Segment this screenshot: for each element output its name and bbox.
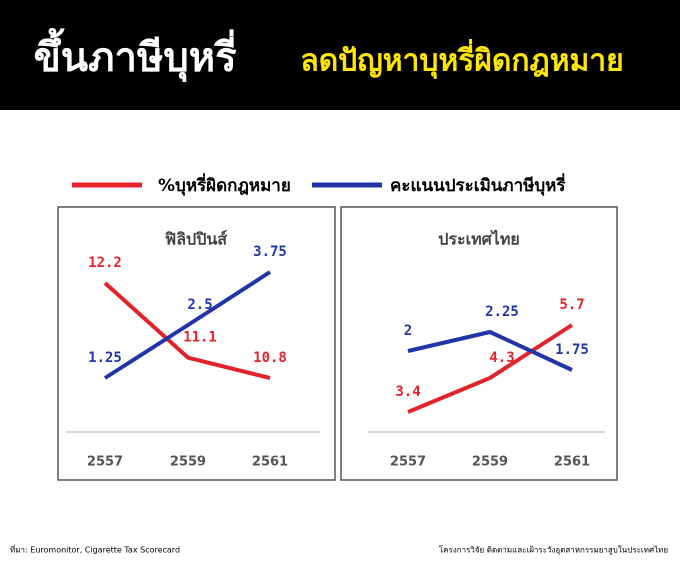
data-label: 1.25 xyxy=(88,350,122,366)
x-tick-label: 2559 xyxy=(472,455,508,470)
legend-label: คะแนนประเมินภาษีบุหรี่ xyxy=(390,173,566,196)
x-tick-label: 2559 xyxy=(170,455,206,470)
data-label: 3.4 xyxy=(395,384,420,400)
panel-frame xyxy=(57,206,336,481)
header-title: ขึ้นภาษีบุหรี่ xyxy=(33,28,237,83)
data-label: 4.3 xyxy=(489,350,514,366)
series-line xyxy=(407,330,573,372)
panel-title: ฟิลิปปินส์ xyxy=(164,230,227,249)
series-line xyxy=(103,281,271,380)
data-label: 5.7 xyxy=(559,297,584,313)
x-tick-label: 2557 xyxy=(87,455,123,470)
data-label: 12.2 xyxy=(88,255,122,271)
legend-label: %บุหรี่ผิดกฎหมาย xyxy=(158,173,291,196)
data-label: 2.25 xyxy=(485,304,519,320)
data-label: 3.75 xyxy=(253,244,287,260)
x-tick-label: 2557 xyxy=(390,455,426,470)
credit-note: โครงการวิจัย ติดตามและเฝ้าระวังอุตสาหกรร… xyxy=(439,545,668,556)
data-label: 11.1 xyxy=(183,330,217,346)
header-subtitle: ลดปัญหาบุหรี่ผิดกฎหมาย xyxy=(300,39,623,80)
series-line xyxy=(407,323,574,414)
data-label: 1.75 xyxy=(555,342,589,358)
data-label: 2.5 xyxy=(187,297,212,313)
data-label: 10.8 xyxy=(253,350,287,366)
source-note: ที่มา: Euromonitor, Cigarette Tax Scorec… xyxy=(10,544,180,555)
x-tick-label: 2561 xyxy=(554,455,590,470)
series-line xyxy=(103,270,272,380)
x-tick-label: 2561 xyxy=(252,455,288,470)
data-label: 2 xyxy=(404,323,412,339)
header-band xyxy=(0,0,680,110)
panel-frame xyxy=(340,206,618,481)
panel-title: ประเทศไทย xyxy=(438,230,519,249)
